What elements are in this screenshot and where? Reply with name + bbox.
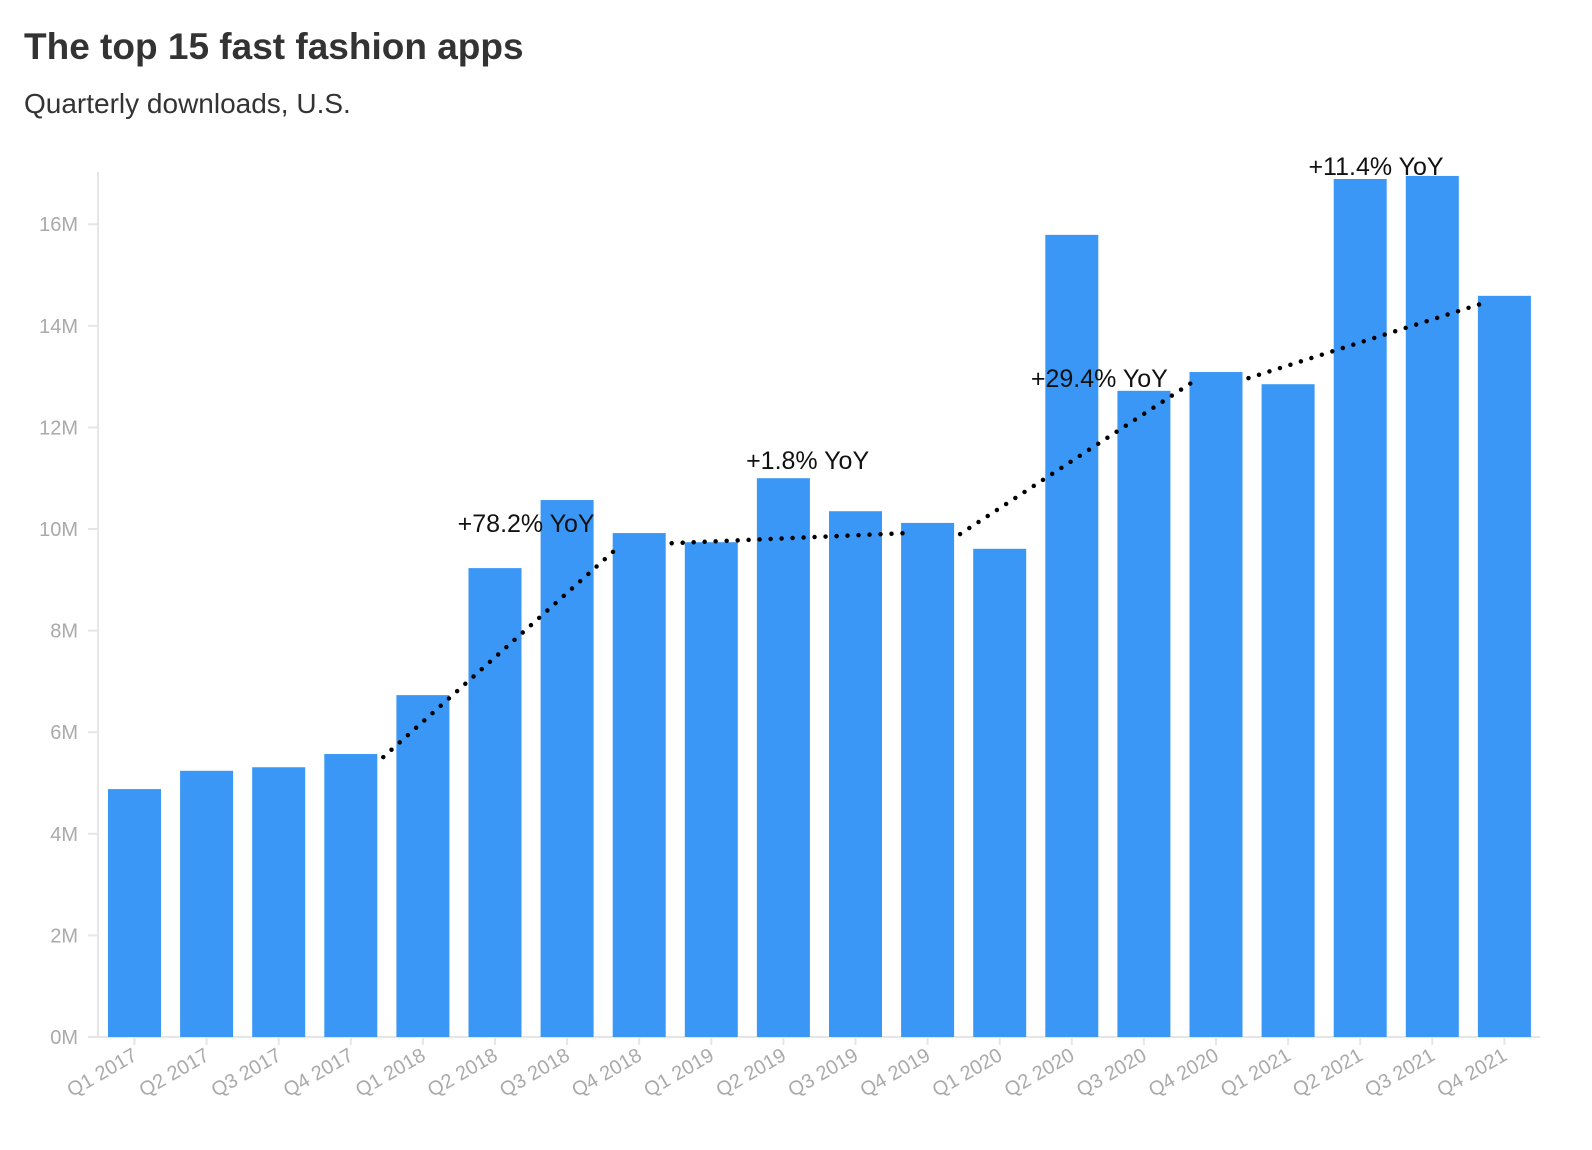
y-tick-label: 4M [50, 824, 78, 846]
x-tick-label: Q2 2021 [1289, 1044, 1366, 1101]
bar-q4-2021 [1477, 295, 1531, 1037]
bar-q2-2018 [468, 568, 522, 1037]
x-tick-label: Q4 2017 [280, 1044, 357, 1101]
y-tick-label: 10M [39, 519, 78, 541]
x-tick-label: Q2 2019 [712, 1044, 789, 1101]
x-tick-label: Q3 2018 [496, 1044, 573, 1101]
bar-q1-2021 [1261, 384, 1315, 1038]
chart-title: The top 15 fast fashion apps [24, 26, 524, 67]
bar-q2-2017 [180, 770, 234, 1037]
x-tick-label: Q2 2018 [424, 1044, 501, 1101]
y-tick-label: 16M [39, 214, 78, 236]
x-tick-label: Q3 2019 [785, 1044, 862, 1101]
x-tick-label: Q2 2020 [1001, 1044, 1078, 1101]
bar-q4-2020 [1189, 372, 1243, 1037]
x-tick-label: Q3 2020 [1073, 1044, 1150, 1101]
x-tick-label: Q1 2019 [640, 1044, 717, 1101]
bar-q2-2020 [1045, 234, 1099, 1038]
yoy-annotation: +11.4% YoY [1308, 153, 1443, 181]
bar-q4-2018 [612, 533, 666, 1037]
y-tick-label: 14M [39, 316, 78, 338]
yoy-annotation: +1.8% YoY [746, 447, 869, 475]
bar-q3-2019 [829, 511, 882, 1038]
bar-q1-2018 [396, 695, 450, 1037]
yoy-annotation: +29.4% YoY [1031, 365, 1168, 393]
x-tick-label: Q4 2019 [857, 1044, 934, 1101]
bar-q3-2021 [1405, 175, 1459, 1037]
x-tick-label: Q4 2018 [568, 1044, 645, 1101]
y-tick-label: 12M [39, 417, 78, 439]
y-tick-label: 6M [50, 722, 78, 744]
bar-q1-2020 [973, 548, 1027, 1037]
x-tick-label: Q1 2018 [352, 1044, 429, 1101]
bar-q2-2021 [1333, 178, 1387, 1037]
x-tick-label: Q3 2017 [208, 1044, 285, 1101]
bar-q4-2017 [324, 754, 378, 1037]
x-tick-label: Q1 2020 [929, 1044, 1006, 1101]
chart-subtitle: Quarterly downloads, U.S. [24, 88, 351, 119]
bar-q1-2017 [108, 789, 161, 1037]
x-tick-label: Q1 2017 [64, 1044, 141, 1101]
bar-q2-2019 [756, 478, 810, 1037]
y-tick-label: 2M [50, 925, 78, 947]
bar-q3-2020 [1117, 390, 1171, 1038]
x-tick-label: Q1 2021 [1217, 1044, 1294, 1101]
bar-q1-2019 [684, 542, 738, 1037]
x-tick-label: Q4 2020 [1145, 1044, 1222, 1101]
trend-line [669, 530, 910, 546]
bar-q4-2019 [901, 522, 955, 1037]
x-tick-label: Q4 2021 [1433, 1044, 1510, 1101]
trend-line [381, 544, 621, 760]
x-tick-label: Q2 2017 [136, 1044, 213, 1101]
y-tick-label: 0M [50, 1027, 78, 1049]
y-tick-label: 8M [50, 621, 78, 643]
bar-q3-2018 [540, 500, 594, 1037]
x-tick-label: Q3 2021 [1361, 1044, 1438, 1101]
bar-q3-2017 [252, 767, 306, 1037]
yoy-annotation: +78.2% YoY [458, 510, 595, 538]
